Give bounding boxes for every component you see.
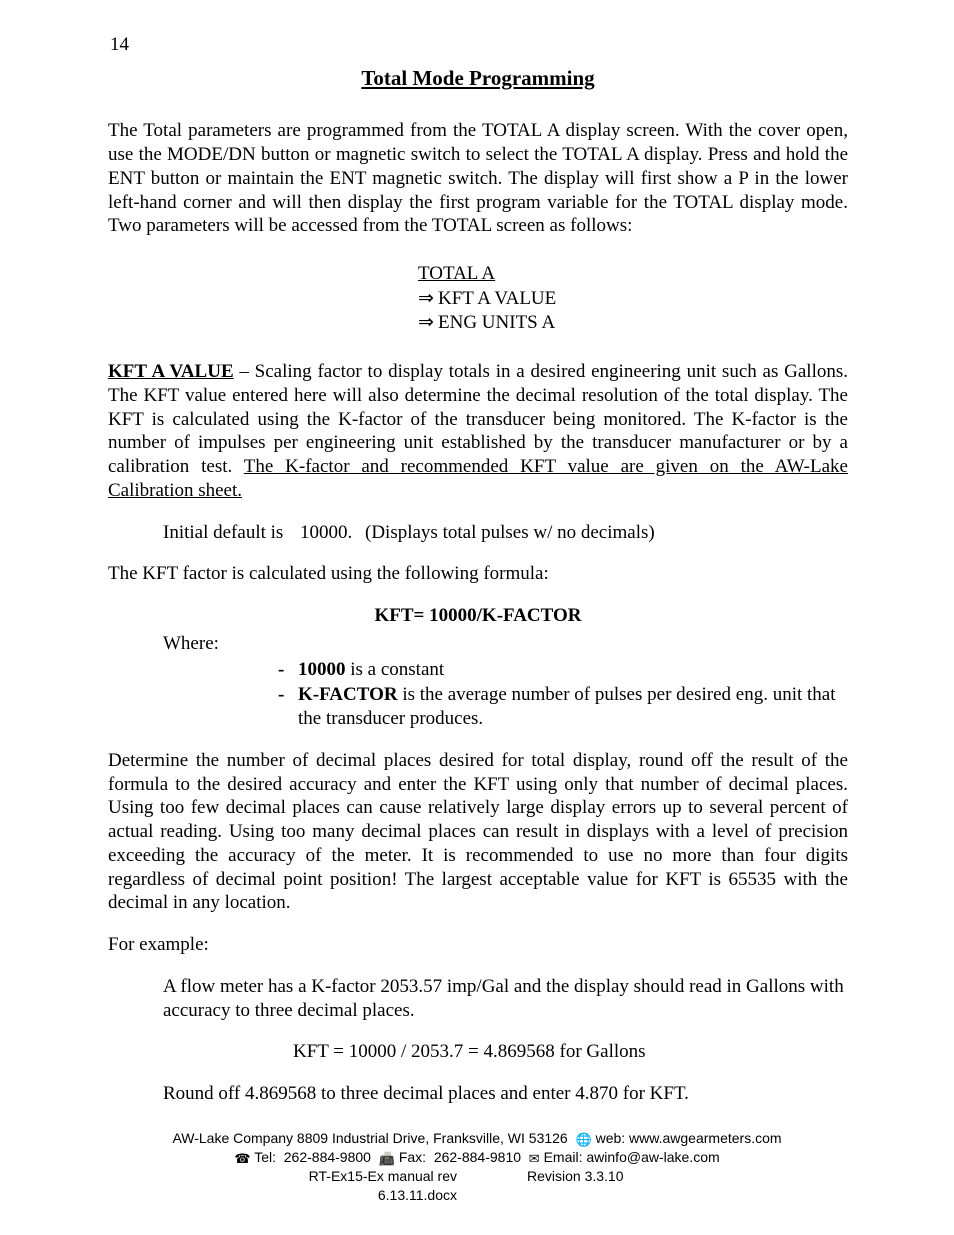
arrow-icon: ⇒ (418, 311, 438, 336)
example-label: For example: (108, 933, 848, 957)
page-footer: AW-Lake Company 8809 Industrial Drive, F… (0, 1129, 954, 1205)
footer-tel-label: Tel: (254, 1149, 276, 1165)
menu-item-1: ⇒KFT A VALUE (418, 287, 848, 312)
kft-paragraph: KFT A VALUE – Scaling factor to display … (108, 360, 848, 503)
bullet-1-text: 10000 is a constant (298, 658, 848, 682)
where-label: Where: (163, 632, 848, 656)
example-para-1: A flow meter has a K-factor 2053.57 imp/… (163, 975, 848, 1023)
kft-label: KFT A VALUE (108, 361, 234, 382)
default-value: 10000. (300, 521, 365, 545)
menu-item-2-label: ENG UNITS A (438, 312, 555, 333)
footer-line-3: RT-Ex15-Ex manual rev 6.13.11.docx Revis… (0, 1167, 954, 1205)
bullet-2-bold: K-FACTOR (298, 684, 398, 705)
example-para-2: Round off 4.869568 to three decimal plac… (163, 1082, 848, 1106)
footer-tel: 262-884-9800 (284, 1149, 371, 1165)
footer-fax-label: Fax: (399, 1149, 426, 1165)
footer-company: AW-Lake Company 8809 Industrial Drive, F… (172, 1130, 567, 1146)
bullet-1-rest: is a constant (346, 659, 445, 680)
menu-item-1-label: KFT A VALUE (438, 288, 556, 309)
kft-calc-intro: The KFT factor is calculated using the f… (108, 562, 848, 586)
footer-fax: 262-884-9810 (434, 1149, 521, 1165)
bullet-2-text: K-FACTOR is the average number of pulses… (298, 683, 848, 731)
page-content: Total Mode Programming The Total paramet… (108, 65, 848, 1124)
menu-item-2: ⇒ENG UNITS A (418, 311, 848, 336)
where-block: Where: - 10000 is a constant - K-FACTOR … (163, 632, 848, 731)
menu-block: TOTAL A ⇒KFT A VALUE ⇒ENG UNITS A (418, 262, 848, 336)
fax-icon: 📠 (379, 1150, 395, 1168)
dash-icon: - (278, 683, 298, 731)
intro-paragraph: The Total parameters are programmed from… (108, 119, 848, 238)
page-title: Total Mode Programming (108, 65, 848, 91)
default-line: Initial default is 10000. (Displays tota… (163, 521, 848, 545)
footer-line-2: ☎ Tel: 262-884-9800 📠 Fax: 262-884-9810 … (0, 1148, 954, 1167)
bullet-1-bold: 10000 (298, 659, 346, 680)
bullet-item-1: - 10000 is a constant (278, 658, 848, 682)
bullet-list: - 10000 is a constant - K-FACTOR is the … (278, 658, 848, 731)
dash-icon: - (278, 658, 298, 682)
example-calc: KFT = 10000 / 2053.7 = 4.869568 for Gall… (293, 1040, 848, 1064)
footer-web-label: web: (596, 1130, 626, 1146)
default-note: (Displays total pulses w/ no decimals) (365, 521, 655, 545)
formula: KFT= 10000/K-FACTOR (108, 604, 848, 628)
decimal-paragraph: Determine the number of decimal places d… (108, 749, 848, 915)
footer-web: www.awgearmeters.com (629, 1130, 782, 1146)
footer-email: awinfo@aw-lake.com (586, 1149, 719, 1165)
footer-docname: RT-Ex15-Ex manual rev 6.13.11.docx (227, 1167, 527, 1205)
arrow-icon: ⇒ (418, 287, 438, 312)
footer-line-1: AW-Lake Company 8809 Industrial Drive, F… (0, 1129, 954, 1148)
phone-icon: ☎ (234, 1150, 250, 1168)
example-block: A flow meter has a K-factor 2053.57 imp/… (163, 975, 848, 1106)
mail-icon: ✉ (529, 1150, 540, 1168)
menu-head: TOTAL A (418, 262, 848, 287)
footer-revision: Revision 3.3.10 (527, 1167, 727, 1205)
bullet-item-2: - K-FACTOR is the average number of puls… (278, 683, 848, 731)
default-label: Initial default is (163, 521, 300, 545)
page-number: 14 (110, 33, 129, 57)
globe-icon: 🌐 (576, 1131, 592, 1149)
footer-email-label: Email: (544, 1149, 583, 1165)
